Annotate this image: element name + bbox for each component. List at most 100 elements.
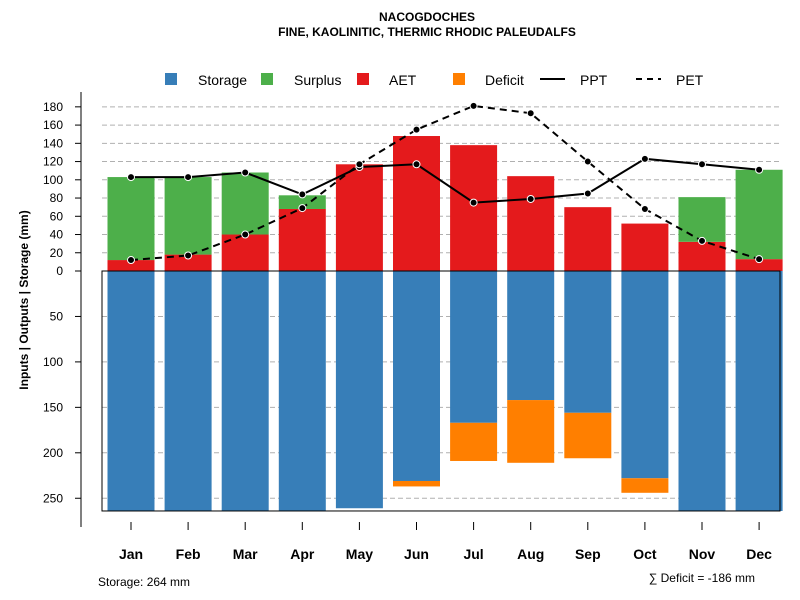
y-tick-label: 50: [50, 309, 64, 323]
ppt-point: [412, 160, 421, 169]
deficit-bar: [393, 480, 440, 487]
aet-bar: [164, 254, 212, 271]
y-tick-label: 120: [43, 155, 63, 169]
pet-point: [526, 109, 535, 118]
x-tick-label: Jul: [463, 546, 483, 562]
y-tick-label: 200: [43, 446, 63, 460]
surplus-bar: [735, 169, 783, 260]
legend: Storage Surplus AET Deficit PPT PET: [165, 72, 704, 88]
ppt-point: [469, 198, 478, 207]
x-tick-label: Mar: [233, 546, 258, 562]
legend-aet-swatch: [357, 73, 369, 85]
x-tick-label: Dec: [746, 546, 772, 562]
storage-bar: [450, 271, 498, 423]
legend-surplus-label: Surplus: [294, 72, 341, 88]
deficit-bar: [450, 422, 498, 461]
y-tick-label: 40: [50, 228, 64, 242]
ppt-line: [131, 157, 760, 204]
storage-bar: [393, 271, 440, 481]
aet-bar: [278, 208, 326, 271]
pet-point: [583, 157, 592, 166]
pet-point: [241, 230, 250, 239]
legend-aet-label: AET: [389, 72, 417, 88]
surplus-bar: [107, 177, 155, 261]
ppt-point: [640, 154, 649, 163]
storage-bar: [107, 271, 155, 511]
storage-note: Storage: 264 mm: [98, 575, 190, 589]
aet-bar: [507, 176, 555, 271]
pet-point: [298, 204, 307, 213]
y-axis-label: Inputs | Outputs | Storage (mm): [17, 210, 31, 389]
ppt-point: [698, 160, 706, 169]
surplus-bar: [164, 177, 212, 255]
pet-point: [698, 236, 706, 245]
pet-point: [640, 204, 649, 213]
aet-bar: [621, 223, 669, 271]
y-tick-label: 100: [43, 355, 63, 369]
surplus-bar: [678, 197, 726, 242]
y-tick-label: 80: [50, 191, 64, 205]
ppt-point: [583, 189, 592, 198]
ppt-point: [127, 173, 135, 182]
bars: [107, 136, 783, 511]
ppt-point: [298, 190, 307, 199]
y-tick-label: 20: [50, 246, 64, 260]
x-tick-label: May: [346, 546, 373, 562]
y-tick-label: 100: [43, 173, 63, 187]
y-tick-label: 160: [43, 118, 63, 132]
storage-bar: [735, 271, 783, 511]
pet-point: [469, 101, 478, 110]
y-tick-label: 140: [43, 136, 63, 150]
aet-bar: [678, 241, 726, 271]
x-tick-label: Jan: [119, 546, 143, 562]
x-tick-label: Oct: [633, 546, 657, 562]
deficit-bar: [564, 412, 612, 459]
y-tick-label: 60: [50, 209, 64, 223]
storage-bar: [678, 271, 726, 511]
legend-deficit-swatch: [453, 73, 465, 85]
x-tick-label: Apr: [290, 546, 315, 562]
x-tick-label: Jun: [404, 546, 429, 562]
deficit-note: ∑ Deficit = -186 mm: [649, 571, 755, 585]
x-tick-label: Nov: [689, 546, 716, 562]
pet-point: [412, 125, 421, 134]
legend-surplus-swatch: [261, 73, 273, 85]
legend-deficit-label: Deficit: [485, 72, 524, 88]
legend-ppt-label: PPT: [580, 72, 608, 88]
aet-bar: [564, 207, 612, 271]
chart-subtitle: FINE, KAOLINITIC, THERMIC RHODIC PALEUDA…: [278, 25, 576, 39]
pet-line: [130, 104, 760, 262]
storage-bar: [621, 271, 669, 479]
ppt-point: [526, 194, 535, 203]
y-tick-label: 150: [43, 400, 63, 414]
ppt-point: [241, 168, 250, 177]
pet-point: [127, 256, 135, 265]
storage-bar: [221, 271, 269, 511]
pet-point: [355, 160, 364, 169]
lines: [127, 101, 764, 265]
deficit-bar: [621, 478, 669, 493]
legend-storage-swatch: [165, 73, 177, 85]
aet-bar: [107, 260, 155, 271]
surplus-bar: [221, 172, 269, 235]
y-tick-label: 250: [43, 491, 63, 505]
legend-storage-label: Storage: [198, 72, 247, 88]
pet-point: [184, 251, 193, 260]
aet-bar: [735, 259, 783, 271]
aet-bar: [393, 136, 440, 271]
chart-title: NACOGDOCHES: [379, 10, 475, 24]
storage-bar: [507, 271, 555, 401]
storage-bar: [278, 271, 326, 511]
y-tick-label: 180: [43, 100, 63, 114]
x-tick-label: Feb: [176, 546, 201, 562]
ppt-point: [184, 173, 193, 182]
axes: Jan Feb Mar Apr May Jun Jul Aug Sep Oct Nov Dec 0 20 4…: [43, 92, 781, 562]
aet-bar: [335, 164, 383, 271]
ppt-point: [755, 165, 764, 174]
storage-bar: [164, 271, 212, 511]
deficit-bar: [507, 400, 555, 463]
y-tick-label: 0: [56, 264, 63, 278]
x-tick-label: Aug: [517, 546, 544, 562]
legend-pet-label: PET: [676, 72, 704, 88]
